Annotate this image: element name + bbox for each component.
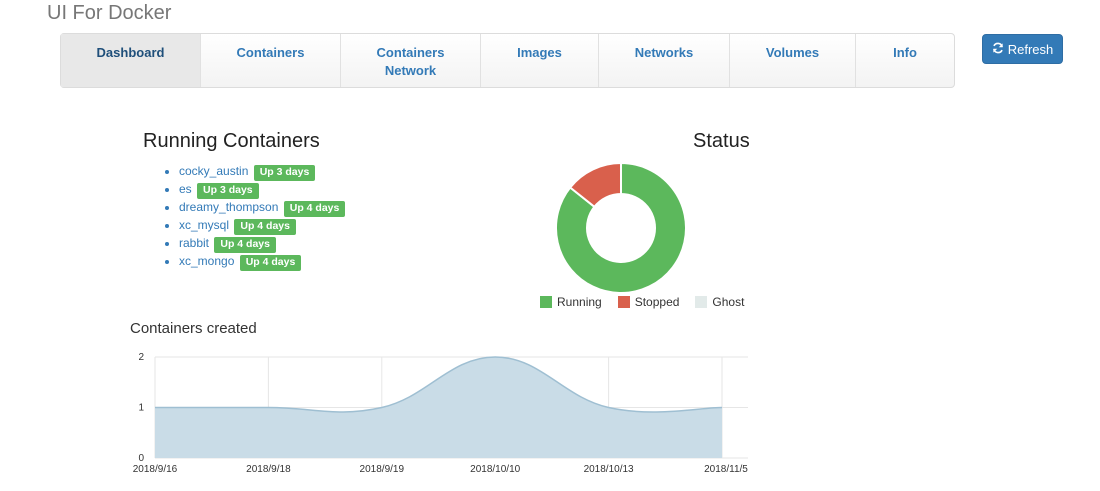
container-link[interactable]: xc_mongo <box>179 254 235 268</box>
legend-item-stopped[interactable]: Stopped <box>617 295 680 309</box>
x-tick-label: 2018/9/18 <box>246 464 291 475</box>
tab-volumes[interactable]: Volumes <box>730 34 856 87</box>
list-item: cocky_austin Up 3 days <box>179 163 345 181</box>
legend-swatch-stopped <box>617 296 630 308</box>
donut-slice-running[interactable] <box>555 162 687 294</box>
list-item: dreamy_thompson Up 4 days <box>179 199 346 217</box>
tab-containers[interactable]: Containers <box>201 34 341 87</box>
donut-slice-stopped[interactable] <box>568 162 622 209</box>
status-legend: Running Stopped Ghost <box>540 295 744 309</box>
tab-networks[interactable]: Networks <box>599 34 730 87</box>
status-donut-chart <box>555 162 687 294</box>
containers-created-title: Containers created <box>130 320 257 337</box>
data-point[interactable] <box>153 406 157 410</box>
tab-info[interactable]: Info <box>893 45 917 60</box>
list-item: rabbit Up 4 days <box>179 235 345 253</box>
list-item: xc_mysql Up 4 days <box>179 217 345 235</box>
container-link[interactable]: es <box>179 182 192 196</box>
container-link[interactable]: cocky_austin <box>179 164 249 178</box>
refresh-button[interactable]: Refresh <box>982 34 1063 64</box>
container-link[interactable]: dreamy_thompson <box>179 200 279 214</box>
app-title: UI For Docker <box>47 2 172 24</box>
data-point[interactable] <box>266 406 270 410</box>
container-link[interactable]: rabbit <box>179 236 210 250</box>
status-badge: Up 4 days <box>214 237 276 253</box>
status-badge: Up 4 days <box>283 201 346 217</box>
data-point[interactable] <box>493 355 497 359</box>
refresh-icon <box>992 42 1004 57</box>
tab-images[interactable]: Images <box>481 34 599 87</box>
legend-label: Running <box>557 295 602 309</box>
list-item: es Up 3 days <box>179 181 345 199</box>
legend-item-ghost[interactable]: Ghost <box>695 295 744 309</box>
x-tick-label: 2018/10/10 <box>470 464 520 475</box>
legend-label: Stopped <box>634 295 680 309</box>
status-badge: Up 4 days <box>234 219 296 235</box>
legend-swatch-running <box>540 296 552 308</box>
y-tick-label: 1 <box>138 403 144 414</box>
status-badge: Up 3 days <box>253 165 316 181</box>
y-tick-label: 0 <box>138 453 144 464</box>
running-containers-title: Running Containers <box>143 130 320 152</box>
main-nav: Dashboard Containers Containers Network … <box>60 33 955 88</box>
legend-swatch-ghost <box>695 296 708 308</box>
x-tick-label: 2018/11/5 <box>704 464 748 475</box>
tab-dashboard[interactable]: Dashboard <box>61 34 201 87</box>
list-item: xc_mongo Up 4 days <box>179 253 345 271</box>
status-title: Status <box>693 130 750 152</box>
containers-created-chart: 0 1 2 2018/9/16 2018/9/18 2018/9/19 2018/10/10… <box>133 352 749 475</box>
x-tick-label: 2018/10/13 <box>584 464 634 475</box>
x-tick-label: 2018/9/16 <box>133 464 178 475</box>
status-badge: Up 3 days <box>197 183 259 199</box>
container-link[interactable]: xc_mysql <box>179 218 230 232</box>
data-point[interactable] <box>380 406 384 410</box>
running-containers-list: cocky_austin Up 3 days es Up 3 days drea… <box>163 163 346 271</box>
area-line <box>154 356 723 413</box>
tab-containers-network[interactable]: Containers Network <box>341 34 481 87</box>
status-badge: Up 4 days <box>239 255 302 271</box>
legend-item-running[interactable]: Running <box>540 295 602 309</box>
y-tick-label: 2 <box>138 352 144 363</box>
refresh-label: Refresh <box>1007 41 1054 57</box>
legend-label: Ghost <box>712 295 745 309</box>
data-point[interactable] <box>720 406 724 410</box>
area-fill <box>155 357 722 458</box>
x-tick-label: 2018/9/19 <box>360 464 405 475</box>
data-point[interactable] <box>607 406 611 410</box>
